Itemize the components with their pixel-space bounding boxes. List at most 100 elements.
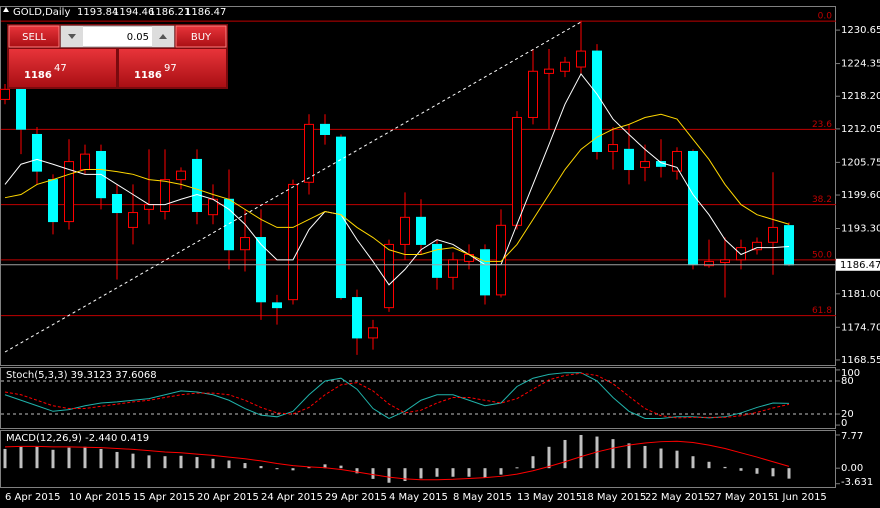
candle-body	[352, 297, 362, 339]
macd-bar	[195, 457, 199, 469]
bid-pips: 47	[54, 63, 67, 74]
x-tick-label: 13 May 2015	[517, 492, 582, 503]
bid-prefix: 1186	[24, 70, 52, 81]
y-tick-label: 1193.30	[841, 223, 880, 234]
candle-body	[640, 161, 650, 168]
macd-bar	[115, 451, 119, 469]
macd-bar	[339, 465, 343, 469]
macd-bar	[403, 468, 407, 482]
candle-body	[80, 153, 90, 171]
x-tick-label: 20 Apr 2015	[197, 492, 259, 503]
y-tick-label: 1212.05	[841, 124, 880, 135]
macd-bar	[163, 456, 167, 469]
macd-bar	[147, 455, 151, 469]
candle-body	[128, 212, 138, 228]
candle-body	[496, 224, 506, 296]
main-frame	[0, 6, 836, 366]
candle-body	[480, 249, 490, 296]
stoch-line	[4, 372, 790, 420]
sell-price-box[interactable]	[9, 49, 116, 87]
trade-panel: SELL 0.05 BUY 1186 47 1186 97	[7, 24, 228, 89]
macd-bar	[275, 468, 279, 470]
candle-body	[176, 170, 186, 181]
buy-price-box[interactable]	[119, 49, 226, 87]
ask-prefix: 1186	[134, 70, 162, 81]
macd-bar	[707, 461, 711, 469]
candle-body	[512, 116, 522, 226]
current-price-box	[836, 258, 880, 271]
macd-bar	[243, 463, 247, 469]
x-tick-label: 18 May 2015	[581, 492, 646, 503]
y-tick-label: 1218.20	[841, 91, 880, 102]
macd-bar	[35, 446, 39, 469]
macd-bar	[659, 448, 663, 469]
x-tick-label: 8 May 2015	[453, 492, 512, 503]
macd-bar	[563, 439, 567, 469]
candle-body	[704, 260, 714, 267]
macd-bar	[611, 439, 615, 469]
macd-bar	[451, 468, 455, 477]
macd-bar	[211, 458, 215, 469]
candle-body	[720, 259, 730, 263]
candle-body	[432, 243, 442, 278]
macd-bar	[675, 450, 679, 469]
candle-body	[0, 88, 10, 100]
x-tick-label: 6 Apr 2015	[5, 492, 60, 503]
candle-body	[144, 204, 154, 210]
lot-up-icon	[159, 34, 167, 39]
candle-body	[784, 225, 794, 266]
candle-body	[64, 161, 74, 223]
candle-body	[560, 61, 570, 72]
fib-label: 23.6	[812, 120, 832, 130]
candle-body	[112, 193, 122, 214]
candle-body	[272, 302, 282, 309]
candle-body	[544, 68, 554, 74]
y-tick-label: 100	[841, 368, 860, 379]
candle-body	[192, 158, 202, 212]
candle-body	[48, 179, 58, 223]
candle-body	[368, 327, 378, 339]
y-tick-label: 7.77	[841, 431, 863, 442]
stoch-frame	[0, 367, 836, 429]
candle-body	[288, 183, 298, 301]
indicator-title: MACD(12,26,9) -2.440 0.419	[6, 433, 149, 444]
y-tick-label: 1168.55	[841, 355, 880, 366]
macd-bar	[723, 466, 727, 469]
macd-bar	[51, 449, 55, 469]
candle-body	[416, 216, 426, 245]
sell-button[interactable]	[8, 25, 60, 48]
x-tick-label: 1 Jun 2015	[773, 492, 827, 503]
y-tick-label: 0.00	[841, 463, 863, 474]
title-part: 37.6068	[115, 370, 156, 381]
candle-body	[240, 237, 250, 251]
candle-body	[320, 123, 330, 135]
macd-bar	[691, 456, 695, 469]
y-tick-label: -3.631	[841, 477, 873, 488]
macd-bar	[787, 468, 791, 479]
y-tick-label: 1230.65	[841, 25, 880, 36]
macd-bar	[19, 446, 23, 469]
macd-bar	[739, 468, 743, 471]
candle-body	[624, 148, 634, 171]
macd-bar	[259, 466, 263, 469]
stoch-line	[4, 372, 790, 419]
macd-bar	[355, 468, 359, 474]
candle-body	[336, 136, 346, 299]
candle-body	[32, 133, 42, 172]
y-tick-label: 1205.75	[841, 157, 880, 168]
candle-body	[448, 259, 458, 278]
x-tick-label: 15 Apr 2015	[133, 492, 195, 503]
y-tick-label: 1174.70	[841, 322, 880, 333]
macd-bar	[435, 468, 439, 477]
candle-body	[608, 144, 618, 152]
close-value: 1186.47	[185, 7, 226, 18]
buy-button[interactable]	[175, 25, 227, 48]
fib-label: 0.0	[818, 12, 833, 22]
y-tick-label: 20	[841, 409, 854, 420]
macd-bar	[179, 455, 183, 469]
y-tick-label: 1181.00	[841, 289, 880, 300]
candle-body	[16, 88, 26, 130]
macd-bar	[387, 468, 391, 483]
macd-bar	[83, 446, 87, 469]
